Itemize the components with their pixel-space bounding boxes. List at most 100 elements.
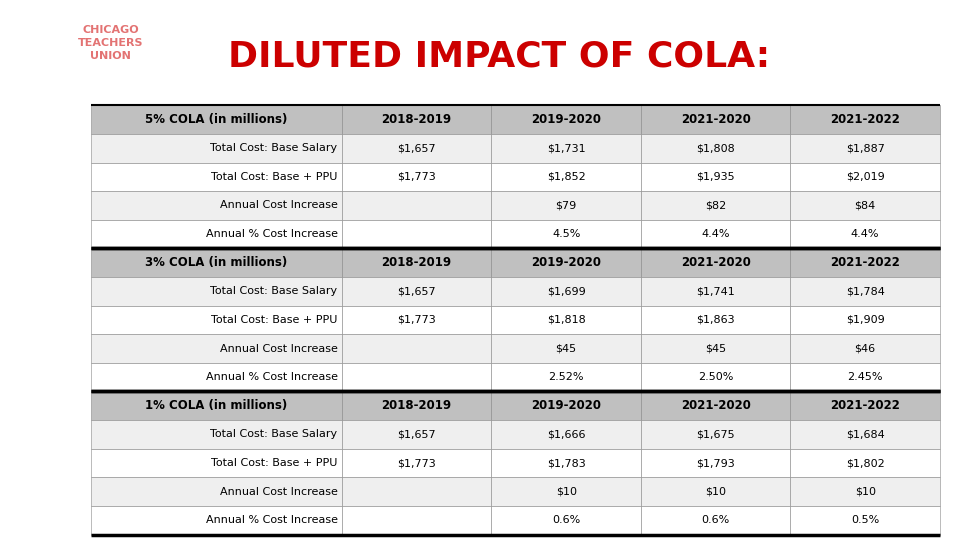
Bar: [790, 334, 940, 363]
Bar: [492, 334, 641, 363]
Bar: [492, 363, 641, 391]
Text: $1,802: $1,802: [846, 458, 884, 468]
Text: Annual Cost Increase: Annual Cost Increase: [220, 200, 338, 211]
Bar: [342, 306, 492, 334]
Text: $1,852: $1,852: [547, 172, 586, 182]
Text: 2.52%: 2.52%: [548, 372, 584, 382]
Text: 2.50%: 2.50%: [698, 372, 733, 382]
Text: $45: $45: [705, 343, 726, 354]
Bar: [641, 191, 790, 220]
Text: 2019-2020: 2019-2020: [531, 399, 601, 413]
Text: 4.5%: 4.5%: [552, 229, 580, 239]
Text: 2021-2022: 2021-2022: [830, 256, 900, 269]
Text: 2018-2019: 2018-2019: [381, 399, 451, 413]
Text: $1,773: $1,773: [397, 458, 436, 468]
Text: $1,657: $1,657: [397, 286, 436, 296]
Text: $1,666: $1,666: [547, 429, 586, 440]
Text: $1,741: $1,741: [696, 286, 735, 296]
Bar: [91, 134, 342, 163]
Text: 5% COLA (in millions): 5% COLA (in millions): [145, 113, 288, 126]
Bar: [790, 306, 940, 334]
Text: 2021-2020: 2021-2020: [681, 399, 751, 413]
Text: $1,808: $1,808: [696, 143, 735, 153]
Bar: [342, 392, 492, 420]
Bar: [641, 506, 790, 535]
Text: $10: $10: [556, 487, 577, 497]
Text: 4.4%: 4.4%: [702, 229, 730, 239]
Bar: [342, 363, 492, 391]
Bar: [492, 134, 641, 163]
Text: $1,863: $1,863: [696, 315, 735, 325]
Text: Annual % Cost Increase: Annual % Cost Increase: [205, 515, 338, 525]
Text: 2.45%: 2.45%: [848, 372, 883, 382]
Bar: [790, 134, 940, 163]
Bar: [342, 191, 492, 220]
Bar: [790, 220, 940, 248]
Bar: [342, 277, 492, 306]
Bar: [342, 334, 492, 363]
Bar: [790, 248, 940, 277]
Text: $1,793: $1,793: [696, 458, 735, 468]
Text: $45: $45: [556, 343, 577, 354]
Text: Total Cost: Base Salary: Total Cost: Base Salary: [210, 286, 338, 296]
Bar: [641, 277, 790, 306]
Bar: [492, 163, 641, 191]
Text: Annual Cost Increase: Annual Cost Increase: [220, 343, 338, 354]
Text: $1,657: $1,657: [397, 143, 436, 153]
Text: $1,699: $1,699: [547, 286, 586, 296]
Text: $1,657: $1,657: [397, 429, 436, 440]
Bar: [91, 477, 342, 506]
Text: Annual Cost Increase: Annual Cost Increase: [220, 487, 338, 497]
Bar: [342, 163, 492, 191]
Bar: [91, 191, 342, 220]
Bar: [492, 248, 641, 277]
Text: 2019-2020: 2019-2020: [531, 113, 601, 126]
Bar: [492, 105, 641, 134]
Text: $1,887: $1,887: [846, 143, 884, 153]
Bar: [91, 306, 342, 334]
Text: DILUTED IMPACT OF COLA:: DILUTED IMPACT OF COLA:: [228, 40, 770, 73]
Text: $84: $84: [854, 200, 876, 211]
Text: $1,818: $1,818: [547, 315, 586, 325]
Text: 0.6%: 0.6%: [552, 515, 580, 525]
Bar: [492, 420, 641, 449]
Text: Annual % Cost Increase: Annual % Cost Increase: [205, 229, 338, 239]
Text: Total Cost: Base Salary: Total Cost: Base Salary: [210, 429, 338, 440]
Bar: [641, 105, 790, 134]
Bar: [91, 105, 342, 134]
Text: 4.4%: 4.4%: [851, 229, 879, 239]
Text: Total Cost: Base + PPU: Total Cost: Base + PPU: [211, 172, 338, 182]
Bar: [342, 248, 492, 277]
Text: 3% COLA (in millions): 3% COLA (in millions): [145, 256, 288, 269]
Bar: [790, 363, 940, 391]
Bar: [342, 105, 492, 134]
Bar: [492, 449, 641, 477]
Bar: [641, 449, 790, 477]
Text: $82: $82: [705, 200, 727, 211]
Bar: [790, 105, 940, 134]
Text: Total Cost: Base + PPU: Total Cost: Base + PPU: [211, 458, 338, 468]
Bar: [790, 506, 940, 535]
Text: $1,783: $1,783: [547, 458, 586, 468]
Bar: [91, 420, 342, 449]
Bar: [492, 220, 641, 248]
Bar: [641, 334, 790, 363]
Bar: [91, 163, 342, 191]
Text: 2021-2020: 2021-2020: [681, 256, 751, 269]
Bar: [91, 334, 342, 363]
Bar: [342, 449, 492, 477]
Bar: [342, 420, 492, 449]
Text: Total Cost: Base + PPU: Total Cost: Base + PPU: [211, 315, 338, 325]
Bar: [790, 477, 940, 506]
Text: CHICAGO
TEACHERS
UNION: CHICAGO TEACHERS UNION: [78, 25, 143, 62]
Bar: [790, 277, 940, 306]
Bar: [91, 449, 342, 477]
Bar: [790, 420, 940, 449]
Text: $10: $10: [854, 487, 876, 497]
Text: 2021-2022: 2021-2022: [830, 399, 900, 413]
Bar: [91, 506, 342, 535]
Bar: [91, 248, 342, 277]
Bar: [641, 163, 790, 191]
Text: $1,684: $1,684: [846, 429, 884, 440]
Text: Total Cost: Base Salary: Total Cost: Base Salary: [210, 143, 338, 153]
